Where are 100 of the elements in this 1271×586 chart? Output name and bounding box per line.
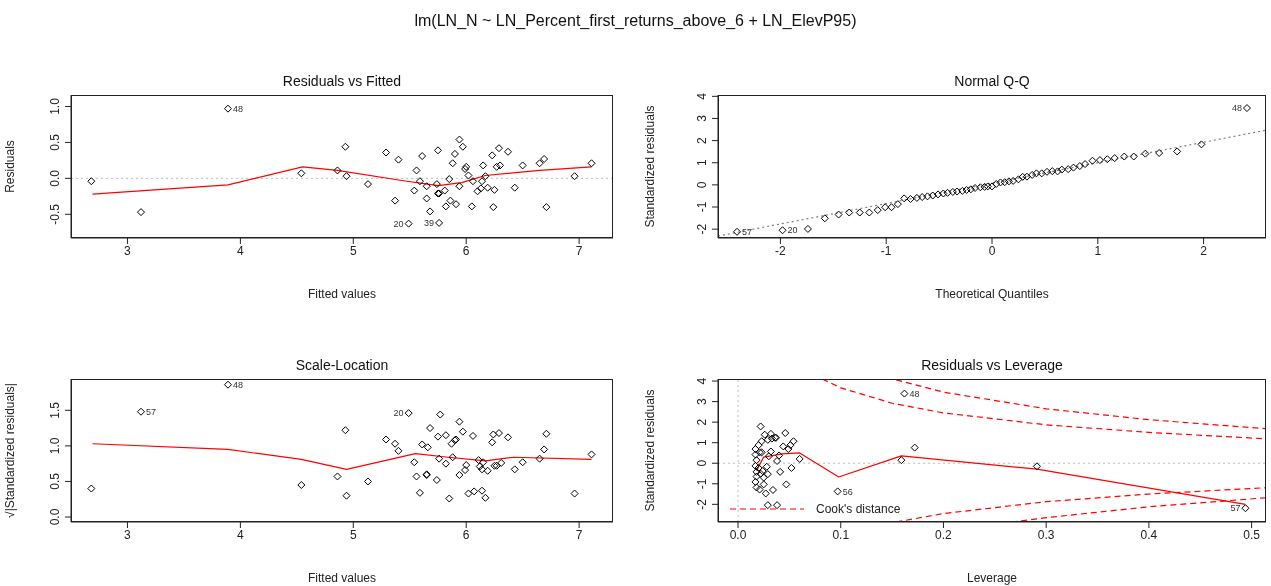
point	[587, 450, 596, 459]
y-tick-label: -1	[695, 478, 709, 490]
point	[475, 462, 484, 471]
point	[455, 417, 464, 426]
x-tick-label: 0.1	[832, 527, 850, 542]
point	[510, 183, 519, 192]
y-tick-label: 0.0	[48, 508, 62, 526]
annotation: 48	[1231, 103, 1242, 114]
point	[333, 166, 342, 175]
point	[481, 493, 490, 502]
point	[781, 429, 790, 438]
x-tick-label: 0.2	[935, 527, 953, 542]
point	[448, 453, 457, 462]
point	[473, 187, 482, 196]
y-tick-label: 0	[695, 181, 709, 189]
point	[342, 172, 351, 181]
point	[492, 162, 501, 171]
chart-title: Residuals vs Leverage	[920, 357, 1064, 373]
y-tick-label: -2	[695, 223, 709, 235]
point	[540, 445, 549, 454]
point	[422, 182, 431, 191]
point	[489, 203, 498, 212]
point	[391, 196, 400, 205]
point	[752, 472, 761, 481]
point	[483, 183, 492, 192]
point	[461, 165, 470, 174]
point	[478, 177, 487, 186]
point	[441, 459, 450, 468]
point	[445, 175, 454, 184]
y-axis-title: Standardized residuals	[643, 389, 658, 512]
point	[423, 443, 432, 452]
point	[489, 430, 498, 439]
point	[910, 443, 919, 452]
x-tick-label: 0.4	[1140, 527, 1158, 542]
y-tick-label: 4	[695, 377, 709, 385]
point	[761, 489, 770, 498]
point	[503, 433, 512, 442]
point	[754, 463, 763, 472]
point	[435, 454, 444, 463]
point	[570, 172, 579, 181]
point	[363, 477, 372, 486]
point	[496, 161, 505, 170]
point	[762, 462, 771, 471]
point	[412, 166, 421, 175]
point	[432, 180, 441, 189]
y-tick-label: 0.5	[48, 472, 62, 490]
point	[775, 451, 784, 460]
point	[542, 203, 551, 212]
point	[441, 431, 450, 440]
point	[542, 429, 551, 438]
x-tick-label: 7	[575, 243, 583, 258]
point	[450, 149, 459, 158]
annotation: 57	[1230, 503, 1241, 514]
point	[333, 472, 342, 481]
x-tick-label: 0.3	[1037, 527, 1055, 542]
point	[518, 458, 527, 467]
point	[474, 456, 483, 465]
point	[751, 450, 760, 459]
y-tick-label: 1.0	[48, 97, 62, 115]
point	[751, 461, 760, 470]
y-tick-label: -1	[695, 201, 709, 213]
point	[432, 476, 441, 485]
point	[440, 186, 449, 195]
point	[782, 480, 791, 489]
point	[404, 409, 413, 418]
point	[458, 427, 467, 436]
y-axis-title: Standardized residuals	[643, 105, 658, 228]
point	[467, 202, 476, 211]
point	[458, 142, 467, 151]
point	[481, 172, 490, 181]
x-tick-label: 5	[349, 527, 357, 542]
x-tick-label: 6	[462, 243, 470, 258]
point	[494, 429, 503, 438]
point	[87, 177, 96, 186]
point	[410, 458, 419, 467]
point	[767, 434, 776, 443]
point	[535, 454, 544, 463]
point	[418, 152, 427, 161]
point	[756, 422, 765, 431]
point	[415, 488, 424, 497]
annotation: 20	[393, 408, 404, 419]
chart-title: Residuals vs Fitted	[281, 73, 403, 89]
point	[415, 177, 424, 186]
point	[137, 407, 146, 416]
point	[752, 456, 761, 465]
point	[766, 429, 775, 438]
point	[404, 219, 413, 228]
point	[479, 161, 488, 170]
y-tick-label: 1	[695, 159, 709, 167]
point	[455, 471, 464, 480]
point	[446, 196, 455, 205]
y-axis-title: Residuals	[3, 140, 18, 193]
annotation: 56	[842, 486, 853, 497]
point	[776, 467, 785, 476]
point	[897, 456, 906, 465]
point	[436, 410, 445, 419]
point	[448, 159, 457, 168]
point	[587, 159, 596, 168]
point	[570, 489, 579, 498]
annotation: 39	[424, 218, 435, 229]
